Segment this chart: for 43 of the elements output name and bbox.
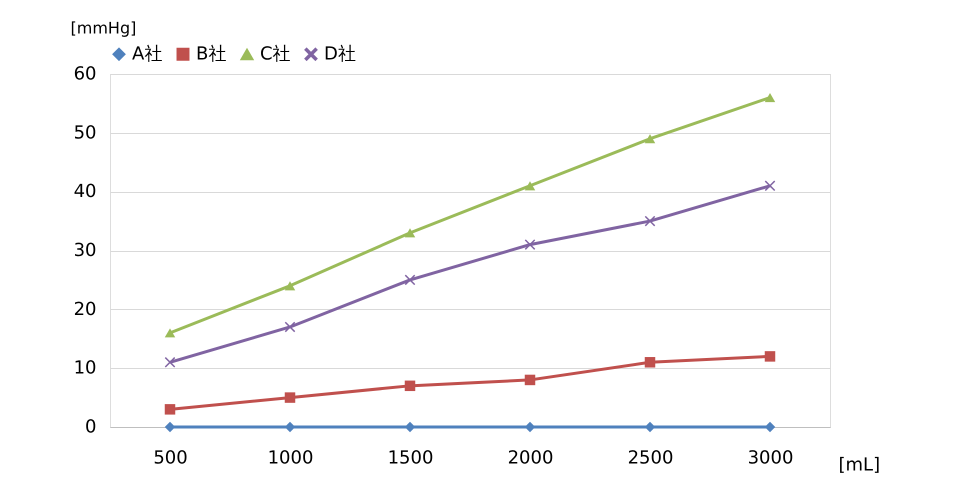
y-tick-label: 50 [74, 122, 96, 144]
y-tick-label: 60 [74, 64, 96, 84]
point [644, 357, 656, 368]
point [524, 422, 536, 432]
y-axis-title: [mmHg] [70, 18, 136, 38]
point [284, 322, 296, 332]
point [644, 216, 656, 226]
x-tick-label: 500 [153, 448, 188, 468]
x-tick-label: 2500 [628, 448, 674, 468]
legend-label: C社 [260, 44, 291, 64]
point [284, 392, 296, 403]
point [764, 422, 776, 432]
y-tick-label: 40 [74, 181, 96, 202]
point [284, 281, 296, 290]
legend-label: B社 [196, 43, 226, 64]
y-tick-label: 0 [85, 416, 96, 438]
point [524, 239, 536, 250]
point [404, 380, 416, 392]
x-tick-label: 1000 [268, 448, 314, 468]
y-tick-label: 20 [74, 298, 96, 320]
x-axis-title: [mL] [838, 454, 880, 476]
point [644, 422, 656, 432]
point [164, 404, 176, 415]
point [404, 422, 416, 432]
point [524, 374, 536, 386]
legend-label: D社 [324, 43, 356, 64]
point [164, 422, 176, 432]
x-tick-label: 2000 [508, 448, 554, 468]
point [404, 228, 416, 238]
point [764, 180, 776, 192]
point [164, 328, 176, 338]
point [524, 181, 536, 190]
y-tick-label: 30 [74, 240, 96, 261]
x-tick-label: 1500 [388, 448, 434, 468]
point [404, 274, 416, 286]
point [764, 351, 776, 362]
y-tick-label: 10 [74, 358, 96, 379]
legend-label: A社 [132, 43, 162, 64]
point [284, 422, 296, 432]
x-tick-label: 3000 [748, 448, 794, 468]
point [164, 357, 176, 368]
point [644, 134, 656, 144]
point [764, 92, 776, 102]
